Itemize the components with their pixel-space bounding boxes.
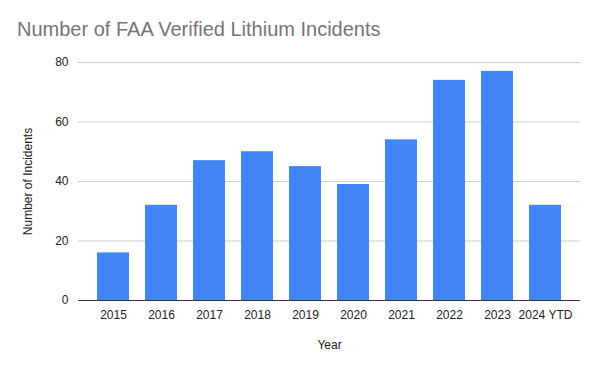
svg-text:2024 YTD: 2024 YTD [519,308,573,322]
svg-text:2016: 2016 [148,308,175,322]
svg-text:0: 0 [62,293,69,307]
svg-text:40: 40 [55,174,69,188]
svg-text:2022: 2022 [436,308,463,322]
svg-text:Number of Incidents: Number of Incidents [21,128,35,235]
svg-text:2018: 2018 [244,308,271,322]
svg-text:2017: 2017 [196,308,223,322]
svg-text:2015: 2015 [100,308,127,322]
svg-text:2019: 2019 [292,308,319,322]
html-text:Number of FAA Verified Lithium: Number of FAA Verified Lithium Incidents [17,18,381,40]
svg-text:80: 80 [55,55,69,69]
svg-text:20: 20 [55,234,69,248]
svg-text:2020: 2020 [340,308,367,322]
svg-text:60: 60 [55,115,69,129]
svg-text:2023: 2023 [484,308,511,322]
svg-text:2021: 2021 [388,308,415,322]
svg-text:Year: Year [317,338,341,352]
